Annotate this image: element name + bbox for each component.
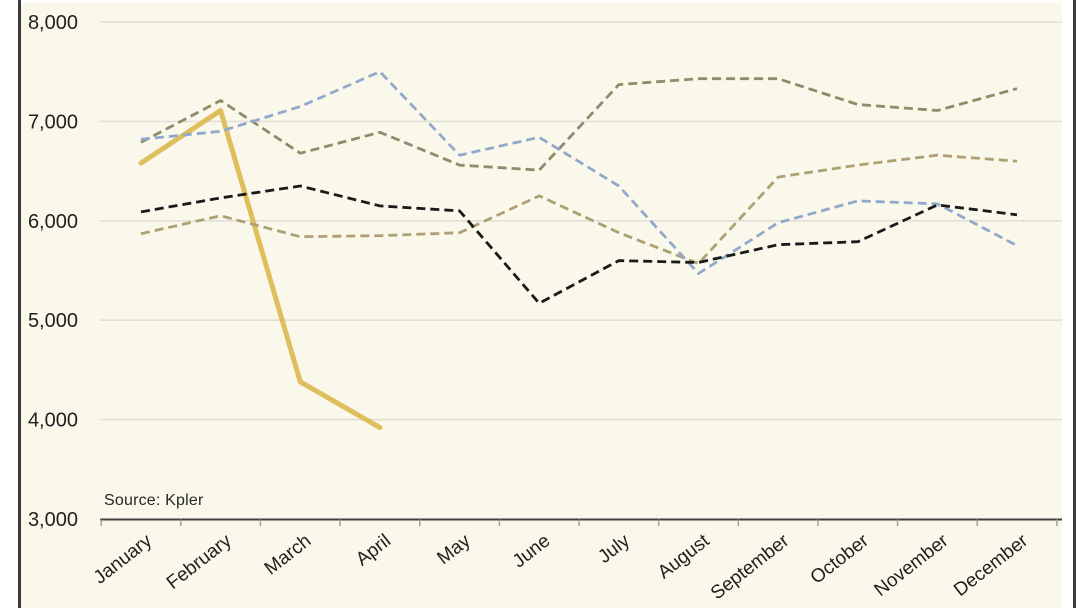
x-tick-label: June <box>509 530 554 572</box>
x-tick-label: December <box>950 530 1033 601</box>
source-note: Source: Kpler <box>104 492 204 509</box>
x-tick-label: November <box>870 530 953 601</box>
y-tick-label: 7,000 <box>28 111 78 133</box>
dashed-blue-line <box>140 70 1018 275</box>
dashed-olive-line <box>140 77 1018 172</box>
x-tick-label: March <box>261 530 316 579</box>
y-tick-label: 8,000 <box>28 12 78 34</box>
y-tick-label: 3,000 <box>28 509 78 531</box>
right-frame-border <box>1073 0 1076 608</box>
dashed-tan-line <box>140 153 1018 265</box>
x-tick-label: September <box>707 530 794 604</box>
chart-panel <box>21 3 1062 608</box>
x-tick-label: July <box>594 530 634 568</box>
x-tick-label: February <box>163 530 236 594</box>
left-frame-border <box>18 0 21 608</box>
y-tick-label: 4,000 <box>28 410 78 432</box>
x-tick-label: October <box>807 530 874 589</box>
x-tick-label: April <box>352 530 395 570</box>
solid-gold-line <box>138 108 383 431</box>
x-tick-label: January <box>90 530 157 588</box>
y-tick-label: 6,000 <box>28 211 78 233</box>
x-tick-label: May <box>433 530 475 569</box>
y-tick-label: 5,000 <box>28 310 78 332</box>
dashed-black-line <box>140 184 1018 305</box>
x-tick-label: August <box>654 530 714 583</box>
